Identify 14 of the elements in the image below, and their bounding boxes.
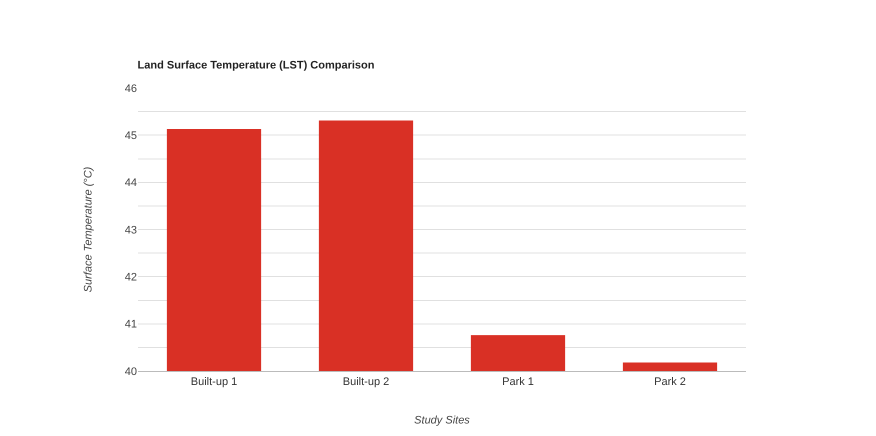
x-tick-label: Park 2 xyxy=(654,376,686,388)
y-tick-label: 41 xyxy=(124,318,137,331)
y-tick-label: 45 xyxy=(124,130,137,142)
x-tick-label: Built-up 1 xyxy=(190,376,238,388)
y-tick-label: 44 xyxy=(124,177,137,190)
y-axis-title: Surface Temperature (°C) xyxy=(82,166,94,292)
y-tick-label: 42 xyxy=(124,272,137,284)
chart-title: Land Surface Temperature (LST) Comparison xyxy=(138,60,375,72)
x-tick-label: Park 1 xyxy=(502,376,534,388)
y-tick-label: 43 xyxy=(124,224,137,236)
y-tick-label: 46 xyxy=(124,82,137,95)
x-axis-title: Study Sites xyxy=(414,414,470,426)
y-tick-label: 40 xyxy=(124,366,137,378)
x-tick-label: Built-up 2 xyxy=(342,376,390,388)
